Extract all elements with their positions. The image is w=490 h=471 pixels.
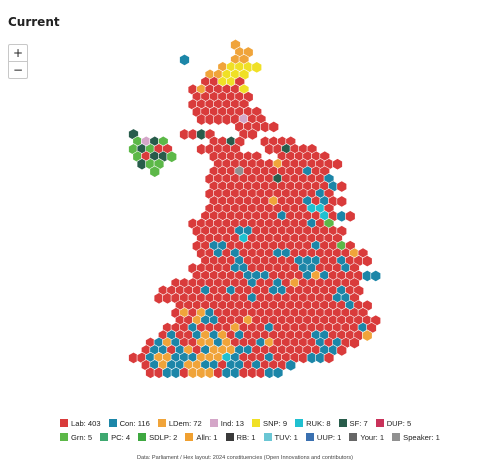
legend-label: UUP: 1 — [316, 432, 342, 442]
legend-swatch — [225, 433, 234, 441]
constituency-hex-grn[interactable] — [166, 150, 177, 163]
legend-swatch — [349, 433, 358, 441]
constituency-hex-lab[interactable] — [336, 180, 347, 193]
legend-label: TUV: 1 — [274, 432, 298, 442]
legend-item-uup[interactable]: UUP: 1 — [305, 432, 342, 442]
constituency-hex-ldem[interactable] — [362, 329, 373, 342]
legend-swatch — [209, 419, 218, 427]
map-title: Current — [8, 15, 60, 29]
legend-item-speaker[interactable]: Speaker: 1 — [392, 433, 440, 442]
legend-swatch — [392, 433, 401, 441]
constituency-hex-lab[interactable] — [345, 210, 356, 223]
legend-item-con[interactable]: Con: 116 — [108, 418, 150, 428]
legend-swatch — [108, 419, 117, 427]
constituency-hex-con[interactable] — [179, 53, 190, 66]
legend-swatch — [338, 419, 347, 427]
legend-label: Speaker: 1 — [403, 432, 440, 442]
zoom-in-button[interactable]: + — [12, 46, 24, 60]
legend-label: RB: 1 — [236, 432, 256, 442]
constituency-hex-lab[interactable] — [362, 255, 373, 268]
legend-swatch — [295, 419, 304, 427]
legend-swatch — [60, 433, 68, 441]
legend-swatch — [185, 433, 194, 441]
constituency-hex-lab[interactable] — [247, 128, 258, 141]
legend-row: Lab: 403 Con: 116 LDem: 72 Ind: 13 SNP: 9 RUK… — [60, 416, 450, 430]
legend-item-sdlp[interactable]: SDLP: 2 — [138, 433, 177, 442]
legend-item-lab[interactable]: Lab: 403 — [60, 419, 101, 428]
legend-label: SDLP: 2 — [149, 432, 178, 442]
legend-item-alln[interactable]: Alln: 1 — [185, 432, 218, 442]
legend-swatch — [157, 419, 166, 427]
zoom-out-button[interactable]: − — [9, 61, 27, 78]
constituency-hex-grn[interactable] — [149, 165, 160, 178]
legend-label: PC: 4 — [111, 432, 131, 442]
legend-label: Alln: 1 — [196, 432, 218, 442]
legend-item-ruk[interactable]: RUK: 8 — [295, 418, 331, 428]
legend-swatch — [138, 433, 147, 441]
legend-item-dup[interactable]: DUP: 5 — [375, 418, 412, 428]
constituency-hex-lab[interactable] — [336, 195, 347, 208]
constituency-hex-con[interactable] — [370, 269, 381, 282]
constituency-hex-lab[interactable] — [268, 120, 279, 133]
legend-swatch — [263, 433, 272, 441]
legend-swatch — [375, 419, 384, 427]
legend-swatch — [252, 419, 260, 427]
legend-item-ldem[interactable]: LDem: 72 — [157, 418, 202, 428]
constituency-hex-snp[interactable] — [251, 61, 262, 74]
legend-row: Grn: 5 PC: 4 SDLP: 2 Alln: 1 RB: 1 TUV: 1 UUP:… — [60, 430, 450, 444]
legend-label: Ind: 13 — [220, 418, 244, 428]
legend-label: Con: 116 — [119, 418, 150, 428]
legend-label: DUP: 5 — [386, 418, 412, 428]
legend-item-sf[interactable]: SF: 7 — [338, 418, 368, 428]
legend-swatch — [100, 433, 109, 441]
zoom-control: + − — [8, 44, 28, 79]
source-note: Data: Parliament / Hex layout: 2024 cons… — [136, 455, 354, 461]
party-legend: Lab: 403 Con: 116 LDem: 72 Ind: 13 SNP: 9 RUK… — [60, 416, 450, 444]
legend-swatch — [305, 433, 314, 441]
legend-item-tuv[interactable]: TUV: 1 — [263, 432, 298, 442]
legend-swatch — [60, 419, 68, 427]
legend-label: RUK: 8 — [306, 418, 331, 428]
constituency-hex-lab[interactable] — [323, 351, 335, 364]
constituency-hex-lab[interactable] — [332, 158, 343, 171]
legend-item-ind[interactable]: Ind: 13 — [209, 418, 244, 428]
legend-label: Lab: 403 — [71, 418, 101, 428]
legend-item-grn[interactable]: Grn: 5 — [60, 433, 92, 442]
constituency-hex-lab[interactable] — [336, 344, 347, 357]
constituency-hex-con[interactable] — [285, 359, 296, 372]
legend-label: Your: 1 — [360, 432, 385, 442]
legend-item-snp[interactable]: SNP: 9 — [252, 419, 287, 428]
constituency-hex-lab[interactable] — [349, 336, 360, 350]
legend-label: SNP: 9 — [263, 418, 288, 428]
legend-label: Grn: 5 — [71, 432, 93, 442]
legend-item-pc[interactable]: PC: 4 — [100, 433, 130, 442]
legend-label: SF: 7 — [349, 418, 368, 428]
legend-label: LDem: 72 — [168, 418, 202, 428]
legend-item-your[interactable]: Your: 1 — [349, 433, 384, 442]
legend-item-rb[interactable]: RB: 1 — [225, 432, 256, 442]
constituency-hex-con[interactable] — [272, 366, 284, 379]
